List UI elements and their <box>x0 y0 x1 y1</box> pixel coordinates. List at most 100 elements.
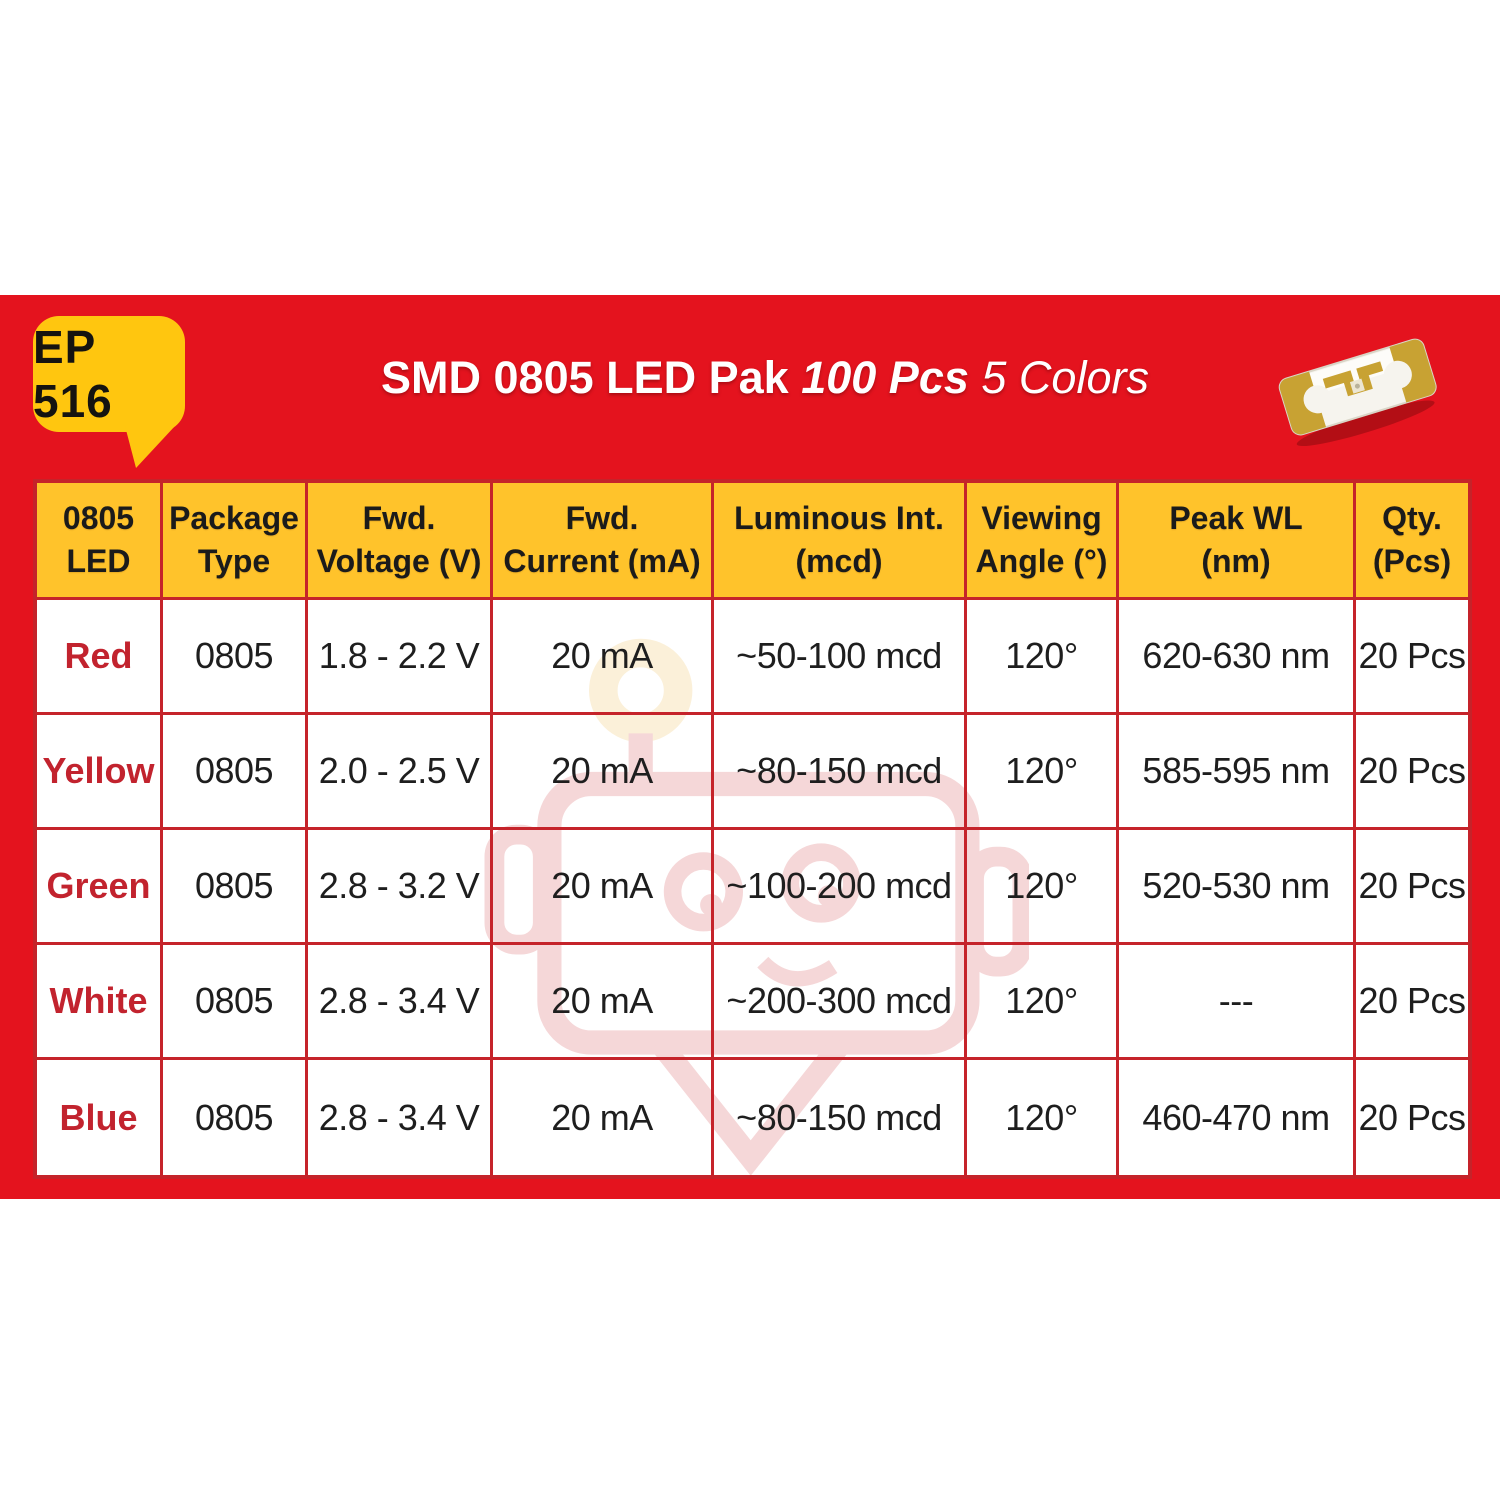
header-cell: Fwd. Current (mA) <box>493 483 714 600</box>
header-cell: Peak WL (nm) <box>1119 483 1356 600</box>
row-label: Red <box>37 600 163 715</box>
cell-value: 0805 <box>194 980 274 1021</box>
table-cell: 20 Pcs <box>1356 600 1468 715</box>
table-cell: 120° <box>967 945 1119 1060</box>
cell-value: 120° <box>1005 1096 1078 1138</box>
cell-value: 20 Pcs <box>1358 635 1466 676</box>
cell-value: 0805 <box>194 635 274 676</box>
header-line2: Current (mA) <box>503 543 701 579</box>
table-cell: 120° <box>967 715 1119 830</box>
table-cell: 2.8 - 3.4 V <box>308 1060 493 1175</box>
header-line2: Voltage (V) <box>316 543 482 579</box>
cell-value: 120° <box>1005 750 1078 791</box>
title-qty: 100 Pcs <box>801 352 969 403</box>
header-line2: LED <box>66 543 131 579</box>
table-cell: ~100-200 mcd <box>714 830 967 945</box>
table-cell: 520-530 nm <box>1119 830 1356 945</box>
cell-value: 20 Pcs <box>1358 750 1466 791</box>
header-line2: Type <box>197 543 271 579</box>
cell-value: ~200-300 mcd <box>726 980 952 1021</box>
cell-value: Blue <box>59 1096 138 1138</box>
row-label: Yellow <box>37 715 163 830</box>
header-cell: Fwd. Voltage (V) <box>308 483 493 600</box>
table-cell: --- <box>1119 945 1356 1060</box>
cell-value: 20 Pcs <box>1358 865 1466 906</box>
smd-led-photo <box>1278 338 1437 447</box>
table-cell: 20 Pcs <box>1356 830 1468 945</box>
header-line1: Luminous Int. <box>734 500 944 537</box>
cell-value: 120° <box>1005 865 1078 906</box>
title-colors: 5 Colors <box>981 352 1149 403</box>
table-cell: 2.8 - 3.4 V <box>308 945 493 1060</box>
cell-value: 520-530 nm <box>1142 865 1330 906</box>
table-cell: 120° <box>967 600 1119 715</box>
header-line1: Package <box>169 500 299 537</box>
table-cell: 20 mA <box>493 600 714 715</box>
table-cell: 20 Pcs <box>1356 1060 1468 1175</box>
cell-value: ~80-150 mcd <box>736 750 942 791</box>
header-cell: Viewing Angle (°) <box>967 483 1119 600</box>
spec-table: 0805 LED Package Type Fwd. Voltage (V) Fwd. Cur… <box>33 479 1472 1179</box>
header-line1: Qty. <box>1382 500 1442 537</box>
cell-value: 1.8 - 2.2 V <box>318 635 480 676</box>
table-cell: 0805 <box>163 830 308 945</box>
page-title: SMD 0805 LED Pak 100 Pcs 5 Colors <box>0 352 1500 404</box>
table-cell: 0805 <box>163 945 308 1060</box>
table-cell: 620-630 nm <box>1119 600 1356 715</box>
header-line2: (nm) <box>1201 543 1271 579</box>
table-cell: 0805 <box>163 1060 308 1175</box>
header-line2: (mcd) <box>795 543 883 579</box>
ep-badge-label: EP 516 <box>33 321 113 427</box>
cell-value: 585-595 nm <box>1142 750 1330 791</box>
header-line2: Angle (°) <box>975 543 1108 579</box>
cell-value: 120° <box>1005 635 1078 676</box>
cell-value: 20 mA <box>551 1096 653 1138</box>
table-cell: 120° <box>967 830 1119 945</box>
cell-value: 460-470 nm <box>1142 1096 1330 1138</box>
cell-value: 0805 <box>194 750 274 791</box>
header-line2: (Pcs) <box>1372 543 1452 579</box>
cell-value: 20 mA <box>551 635 653 676</box>
row-label: White <box>37 945 163 1060</box>
table-cell: ~200-300 mcd <box>714 945 967 1060</box>
cell-value: 20 mA <box>551 750 653 791</box>
header-cell: Package Type <box>163 483 308 600</box>
cell-value: White <box>49 980 148 1021</box>
cell-value: 120° <box>1005 980 1078 1021</box>
table-cell: ~80-150 mcd <box>714 715 967 830</box>
cell-value: 2.0 - 2.5 V <box>318 750 480 791</box>
cell-value: ~100-200 mcd <box>726 865 952 906</box>
ep-badge: EP 516 <box>33 316 185 432</box>
table-cell: 460-470 nm <box>1119 1060 1356 1175</box>
cell-value: 620-630 nm <box>1142 635 1330 676</box>
cell-value: 0805 <box>194 1096 274 1138</box>
header-line1: 0805 <box>62 500 135 537</box>
row-label: Green <box>37 830 163 945</box>
table-cell: 20 Pcs <box>1356 945 1468 1060</box>
row-label: Blue <box>37 1060 163 1175</box>
cell-value: Yellow <box>42 750 155 791</box>
table-cell: 20 mA <box>493 830 714 945</box>
table-cell: ~50-100 mcd <box>714 600 967 715</box>
header-line1: Fwd. <box>362 500 436 537</box>
table-cell: 20 mA <box>493 945 714 1060</box>
header-cell: Qty. (Pcs) <box>1356 483 1468 600</box>
cell-value: 2.8 - 3.4 V <box>318 980 480 1021</box>
table-cell: 20 mA <box>493 1060 714 1175</box>
cell-value: 20 Pcs <box>1358 980 1466 1021</box>
cell-value: ~80-150 mcd <box>736 1096 942 1138</box>
table-cell: 20 Pcs <box>1356 715 1468 830</box>
table-cell: ~80-150 mcd <box>714 1060 967 1175</box>
cell-value: Red <box>64 635 133 676</box>
cell-value: 20 Pcs <box>1358 1096 1466 1138</box>
cell-value: ~50-100 mcd <box>736 635 942 676</box>
title-main: SMD 0805 LED Pak <box>381 352 789 403</box>
table-cell: 1.8 - 2.2 V <box>308 600 493 715</box>
table-cell: 0805 <box>163 600 308 715</box>
table-cell: 0805 <box>163 715 308 830</box>
table-cell: 2.0 - 2.5 V <box>308 715 493 830</box>
header-cell: Luminous Int. (mcd) <box>714 483 967 600</box>
cell-value: 0805 <box>194 865 274 906</box>
table-cell: 20 mA <box>493 715 714 830</box>
cell-value: 2.8 - 3.2 V <box>318 865 480 906</box>
